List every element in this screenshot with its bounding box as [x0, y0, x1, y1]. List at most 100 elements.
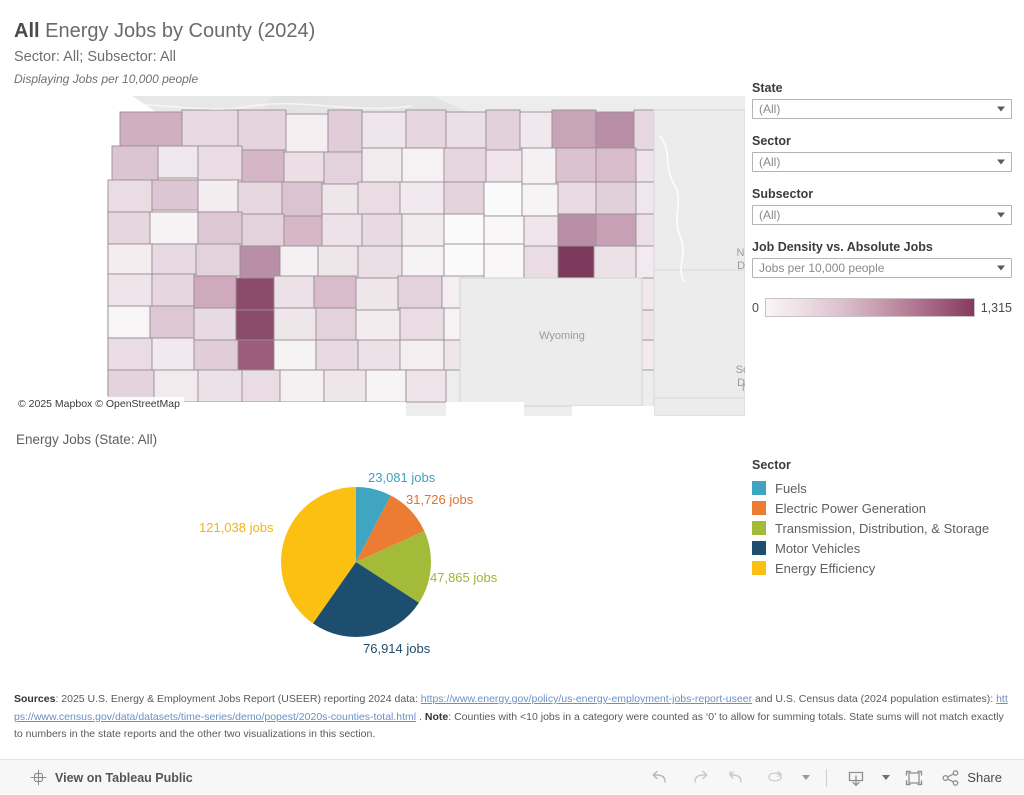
chevron-down-icon[interactable] — [997, 106, 1005, 112]
sector-legend-title: Sector — [752, 458, 791, 472]
tableau-public-link[interactable]: View on Tableau Public — [30, 769, 193, 786]
sector-legend-label: Motor Vehicles — [775, 540, 861, 556]
subsector-filter-select[interactable]: (All) — [752, 205, 1012, 225]
page-title-block: All Energy Jobs by County (2024) Sector:… — [14, 18, 734, 87]
share-button[interactable]: Share — [935, 769, 1008, 787]
sector-color-swatch — [752, 561, 766, 575]
state-filter-value: (All) — [759, 102, 781, 116]
share-label: Share — [967, 770, 1002, 785]
undo-button[interactable] — [644, 765, 678, 791]
download-button[interactable] — [839, 765, 873, 791]
sources-footnote: Sources: 2025 U.S. Energy & Employment J… — [14, 691, 1010, 744]
sector-legend-item[interactable]: Fuels — [752, 478, 1017, 498]
refresh-options-button[interactable] — [796, 765, 814, 791]
tableau-logo-icon — [30, 769, 47, 786]
state-filter-label: State — [752, 81, 783, 95]
pie-chart-svg[interactable] — [180, 455, 560, 670]
pie-slice[interactable] — [356, 531, 432, 603]
sector-legend-item[interactable]: Electric Power Generation — [752, 498, 1017, 518]
subsector-filter-value: (All) — [759, 208, 781, 222]
fullscreen-icon — [906, 770, 923, 785]
sector-legend: Sector Fuels Electric Power Generation Tra… — [752, 457, 1017, 578]
sources-label: Sources — [14, 693, 56, 705]
chevron-down-icon[interactable] — [997, 159, 1005, 165]
sector-color-swatch — [752, 481, 766, 495]
subsector-filter: Subsector (All) — [752, 186, 1012, 225]
sector-legend-item[interactable]: Energy Efficiency — [752, 558, 1017, 578]
sector-legend-item[interactable]: Motor Vehicles — [752, 538, 1017, 558]
note-label: Note — [424, 710, 449, 723]
sources-text-1: : 2025 U.S. Energy & Employment Jobs Rep… — [55, 693, 421, 705]
map-label-nebraska: Neb — [732, 382, 745, 395]
map-label-south-dakota: SouthDako — [735, 364, 745, 389]
sector-filter-select[interactable]: (All) — [752, 152, 1012, 172]
map-attribution: © 2025 Mapbox © OpenStreetMap — [14, 397, 184, 412]
chevron-down-icon — [802, 775, 811, 780]
pie-chart-title: Energy Jobs (State: All) — [16, 432, 158, 447]
page-title-rest: Energy Jobs by County (2024) — [39, 20, 316, 42]
sources-text-2: and U.S. Census data (2024 population es… — [752, 693, 997, 705]
color-scale-legend: 0 1,315 — [752, 298, 1012, 317]
undo-icon — [652, 770, 666, 783]
redo-icon — [694, 770, 708, 783]
toolbar-divider — [826, 768, 828, 787]
chevron-down-icon — [882, 775, 891, 780]
pie-slice[interactable] — [312, 562, 419, 637]
sources-link-useer[interactable]: https://www.energy.gov/policy/us-energy-… — [420, 693, 753, 705]
filter-controls-panel: State (All) Sector (All) Subsector (All)… — [752, 80, 1012, 317]
redo-button[interactable] — [682, 765, 716, 791]
color-scale-max: 1,315 — [980, 300, 1012, 315]
page-subtitle: Sector: All; Subsector: All — [14, 49, 176, 65]
sources-link-census[interactable]: https://www.census.gov/data/datasets/tim… — [14, 693, 1008, 723]
choropleth-map[interactable]: NorthDako Wyoming SouthDako Neb © 2025 M… — [12, 96, 745, 416]
toolbar-actions: Share — [644, 765, 1008, 791]
sector-filter-label: Sector — [752, 134, 791, 148]
revert-icon — [729, 770, 742, 783]
pie-slice[interactable] — [281, 487, 356, 624]
page-title: All Energy Jobs by County (2024) — [14, 18, 734, 44]
fullscreen-button[interactable] — [897, 765, 931, 791]
sector-legend-label: Transmission, Distribution, & Storage — [775, 520, 990, 536]
subsector-filter-label: Subsector — [752, 187, 814, 201]
revert-button[interactable] — [720, 765, 754, 791]
state-filter: State (All) — [752, 80, 1012, 119]
tableau-public-label: View on Tableau Public — [55, 770, 193, 785]
download-icon — [849, 771, 864, 786]
state-filter-select[interactable]: (All) — [752, 99, 1012, 119]
map-label-north-dakota: NorthDako — [736, 247, 745, 272]
note-text: : Counties with <10 jobs in a category w… — [14, 710, 1004, 741]
color-scale-gradient — [764, 298, 975, 317]
pie-label-transmission-distribution-storage: 47,865 jobs — [430, 570, 498, 585]
job-density-filter-value: Jobs per 10,000 people — [759, 261, 885, 275]
page-display-note: Displaying Jobs per 10,000 people — [14, 72, 199, 86]
bottom-toolbar: View on Tableau Public — [0, 759, 1024, 795]
sector-legend-label: Electric Power Generation — [775, 500, 927, 516]
pie-slice[interactable] — [356, 487, 391, 562]
map-counties-layer — [12, 96, 745, 416]
refresh-icon — [768, 770, 783, 782]
page-title-bold: All — [14, 20, 40, 42]
job-density-filter-select[interactable]: Jobs per 10,000 people — [752, 258, 1012, 278]
chevron-down-icon[interactable] — [997, 265, 1005, 271]
map-label-wyoming: Wyoming — [539, 330, 585, 342]
sector-color-swatch — [752, 541, 766, 555]
download-options-button[interactable] — [877, 765, 893, 791]
job-density-filter-label: Job Density vs. Absolute Jobs — [752, 240, 933, 254]
share-icon — [942, 769, 959, 786]
pie-label-energy-efficiency: 121,038 jobs — [199, 520, 274, 535]
pie-label-electric-power-generation: 31,726 jobs — [406, 492, 474, 507]
sector-filter-value: (All) — [759, 155, 781, 169]
sources-text-3: . — [416, 710, 425, 723]
sector-color-swatch — [752, 521, 766, 535]
refresh-button[interactable] — [758, 765, 792, 791]
sector-legend-item[interactable]: Transmission, Distribution, & Storage — [752, 518, 1017, 538]
job-density-filter: Job Density vs. Absolute Jobs Jobs per 1… — [752, 239, 1012, 278]
color-scale-min: 0 — [752, 300, 759, 315]
pie-slice[interactable] — [356, 495, 425, 562]
pie-label-fuels: 23,081 jobs — [368, 470, 436, 485]
sector-legend-label: Energy Efficiency — [775, 560, 876, 576]
sector-filter: Sector (All) — [752, 133, 1012, 172]
pie-chart[interactable]: 23,081 jobs 31,726 jobs 47,865 jobs 76,9… — [180, 455, 560, 670]
chevron-down-icon[interactable] — [997, 212, 1005, 218]
pie-label-motor-vehicles: 76,914 jobs — [363, 641, 431, 656]
